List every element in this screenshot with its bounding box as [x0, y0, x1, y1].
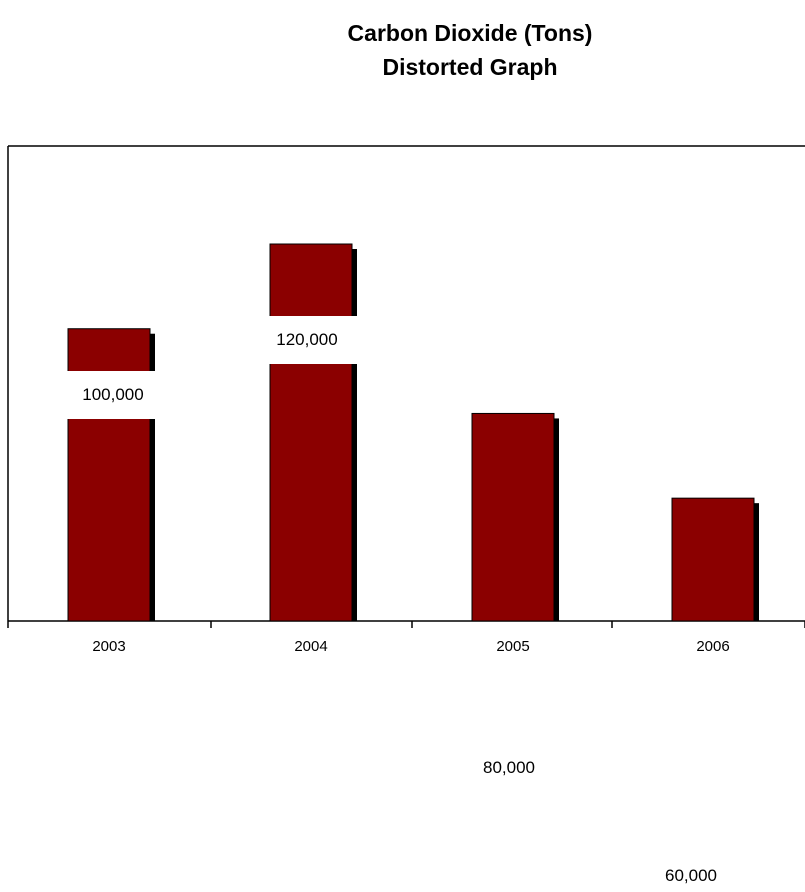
data-label-2005: 80,000 [483, 758, 535, 777]
data-label-2006: 60,000 [665, 866, 717, 885]
bar-2006 [671, 497, 755, 622]
x-tick-label-2003: 2003 [92, 638, 126, 655]
x-tick-label-2004: 2004 [294, 638, 328, 655]
data-label-2004: 120,000 [255, 316, 359, 364]
data-label-2003: 100,000 [64, 371, 162, 419]
bar-2005 [471, 412, 555, 622]
x-tick-label-2005: 2005 [496, 638, 530, 655]
x-tick-label-2006: 2006 [696, 638, 730, 655]
chart-title: Carbon Dioxide (Tons) [347, 20, 593, 46]
chart-subtitle: Distorted Graph [382, 54, 558, 80]
bar-2004 [269, 243, 353, 622]
